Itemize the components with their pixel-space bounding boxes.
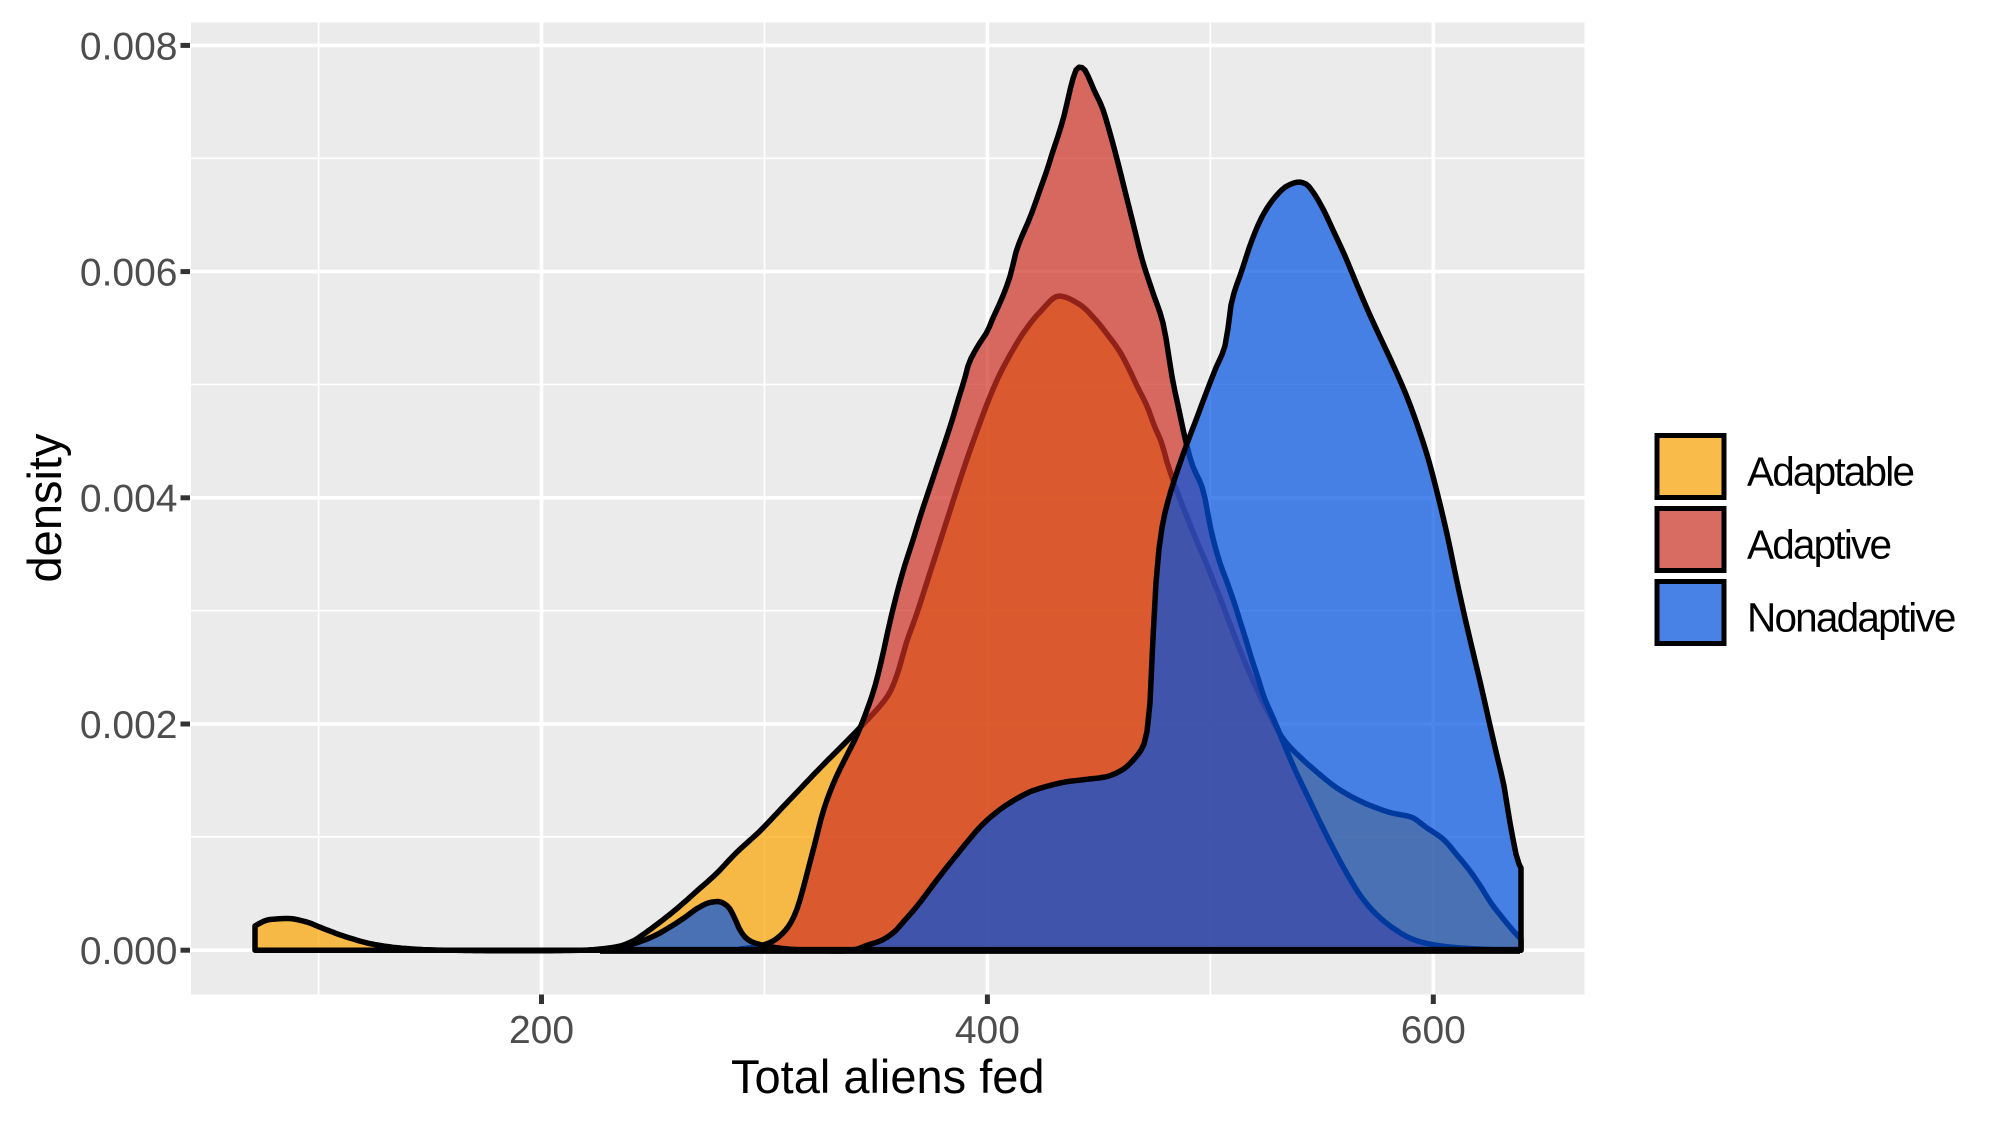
svg-text:200: 200 xyxy=(509,1009,574,1052)
svg-text:Adaptable: Adaptable xyxy=(1747,449,1913,495)
svg-text:600: 600 xyxy=(1401,1009,1466,1052)
svg-text:Total aliens fed: Total aliens fed xyxy=(731,1050,1045,1103)
svg-text:0.008: 0.008 xyxy=(80,25,178,68)
svg-text:0.002: 0.002 xyxy=(80,704,178,747)
svg-text:0.006: 0.006 xyxy=(80,252,178,295)
svg-text:400: 400 xyxy=(955,1009,1020,1052)
svg-text:density: density xyxy=(18,433,71,582)
svg-text:0.000: 0.000 xyxy=(80,930,178,973)
svg-text:0.004: 0.004 xyxy=(80,478,178,521)
svg-text:Adaptive: Adaptive xyxy=(1747,522,1890,568)
svg-text:Nonadaptive: Nonadaptive xyxy=(1747,595,1955,641)
